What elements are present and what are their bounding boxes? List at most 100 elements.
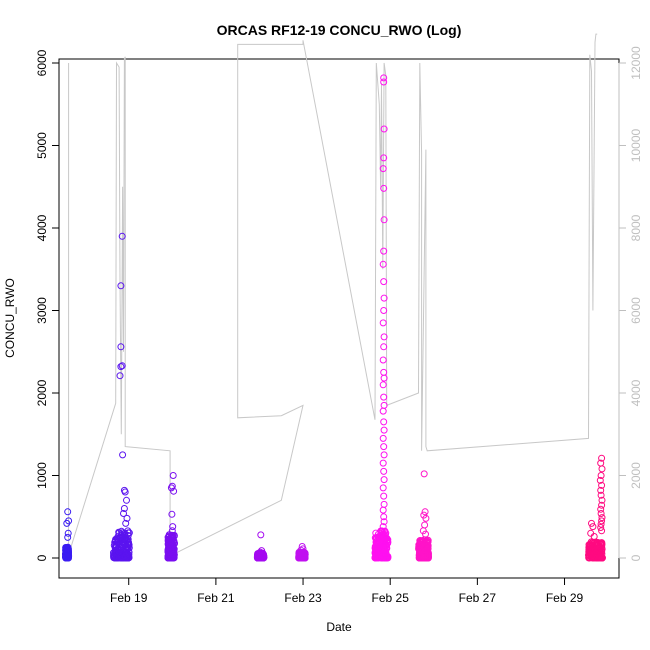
data-point bbox=[380, 451, 388, 459]
y2-axis: 0 2000 4000 6000 8000 10000 12000 bbox=[618, 46, 643, 561]
data-point bbox=[422, 514, 430, 522]
data-point bbox=[382, 553, 390, 561]
y2-tick-label: 10000 bbox=[629, 128, 643, 162]
data-point bbox=[372, 542, 380, 550]
y-tick-label: 1000 bbox=[35, 462, 49, 489]
data-point bbox=[597, 520, 605, 528]
data-point bbox=[117, 343, 125, 351]
data-point bbox=[380, 476, 388, 484]
data-point bbox=[122, 519, 130, 527]
data-point bbox=[119, 451, 127, 459]
data-point bbox=[110, 553, 118, 561]
data-point bbox=[258, 547, 266, 555]
data-point bbox=[124, 535, 132, 543]
x-tick-label: Feb 19 bbox=[110, 591, 148, 605]
data-point bbox=[118, 232, 126, 240]
data-point bbox=[593, 554, 601, 562]
data-point bbox=[380, 393, 388, 401]
y2-tick-label: 4000 bbox=[629, 379, 643, 406]
data-point bbox=[125, 544, 133, 552]
data-point bbox=[380, 278, 388, 286]
data-point bbox=[121, 488, 129, 496]
y-tick-label: 6000 bbox=[35, 49, 49, 76]
y-tick-label: 4000 bbox=[35, 214, 49, 241]
data-point bbox=[597, 491, 605, 499]
data-point bbox=[597, 486, 605, 494]
data-point bbox=[166, 545, 174, 553]
data-point bbox=[380, 374, 388, 382]
y2-tick-label: 2000 bbox=[629, 462, 643, 489]
data-point bbox=[117, 282, 125, 290]
data-point bbox=[416, 541, 423, 549]
data-point bbox=[380, 500, 388, 508]
data-point bbox=[380, 294, 388, 302]
data-point bbox=[380, 333, 388, 341]
data-point bbox=[592, 550, 600, 558]
data-point bbox=[118, 529, 126, 537]
secondary-series-line bbox=[68, 33, 598, 557]
data-point bbox=[170, 487, 178, 495]
data-point bbox=[118, 362, 126, 370]
data-point bbox=[379, 319, 387, 327]
data-point bbox=[372, 529, 380, 537]
data-point bbox=[585, 546, 593, 554]
data-point bbox=[257, 531, 265, 539]
data-point bbox=[379, 165, 387, 173]
data-point bbox=[380, 343, 388, 351]
data-point bbox=[380, 426, 388, 434]
data-point bbox=[124, 540, 132, 548]
data-point bbox=[597, 505, 605, 513]
data-point bbox=[124, 532, 132, 539]
data-point bbox=[168, 554, 176, 562]
data-point bbox=[380, 74, 388, 82]
data-point bbox=[377, 530, 385, 537]
data-point bbox=[380, 125, 388, 133]
data-point bbox=[423, 539, 431, 547]
data-point bbox=[598, 454, 606, 462]
y2-tick-label: 12000 bbox=[629, 46, 643, 80]
data-point bbox=[123, 496, 130, 504]
data-point bbox=[63, 519, 71, 527]
data-point bbox=[63, 546, 71, 554]
data-point bbox=[113, 554, 121, 562]
y-axis: 0 1000 2000 3000 4000 5000 6000 bbox=[35, 49, 60, 561]
data-point bbox=[597, 472, 605, 479]
data-point bbox=[118, 533, 126, 541]
y2-tick-label: 0 bbox=[629, 554, 643, 561]
data-point bbox=[170, 552, 178, 560]
data-point bbox=[598, 496, 606, 504]
data-point bbox=[598, 514, 606, 522]
y2-tick-label: 8000 bbox=[629, 214, 643, 241]
y-tick-label: 3000 bbox=[35, 297, 49, 324]
data-point bbox=[590, 554, 598, 562]
data-point bbox=[117, 363, 125, 371]
data-point bbox=[120, 505, 128, 512]
y-tick-label: 0 bbox=[35, 554, 49, 561]
data-point bbox=[64, 508, 72, 516]
data-point bbox=[597, 524, 605, 531]
data-point bbox=[379, 407, 387, 415]
data-point bbox=[598, 481, 606, 489]
x-axis: Feb 19 Feb 21 Feb 23 Feb 25 Feb 27 Feb 29 bbox=[110, 577, 584, 605]
data-point bbox=[169, 523, 177, 531]
data-point bbox=[591, 542, 599, 550]
data-point bbox=[422, 547, 430, 555]
data-point bbox=[379, 381, 387, 389]
data-point bbox=[371, 554, 379, 562]
data-point bbox=[301, 551, 309, 559]
data-point bbox=[379, 459, 387, 467]
data-point bbox=[380, 78, 388, 86]
x-axis-label: Date bbox=[326, 620, 352, 634]
data-point bbox=[380, 443, 388, 451]
data-point bbox=[121, 539, 128, 547]
data-point bbox=[585, 550, 593, 558]
x-tick-label: Feb 23 bbox=[284, 591, 322, 605]
data-point bbox=[380, 216, 388, 224]
data-point bbox=[380, 418, 388, 426]
plot-frame bbox=[58, 58, 620, 579]
data-point bbox=[420, 549, 428, 557]
data-point bbox=[421, 521, 429, 529]
data-point bbox=[116, 372, 124, 380]
y-tick-label: 5000 bbox=[35, 132, 49, 159]
data-point bbox=[384, 538, 392, 546]
